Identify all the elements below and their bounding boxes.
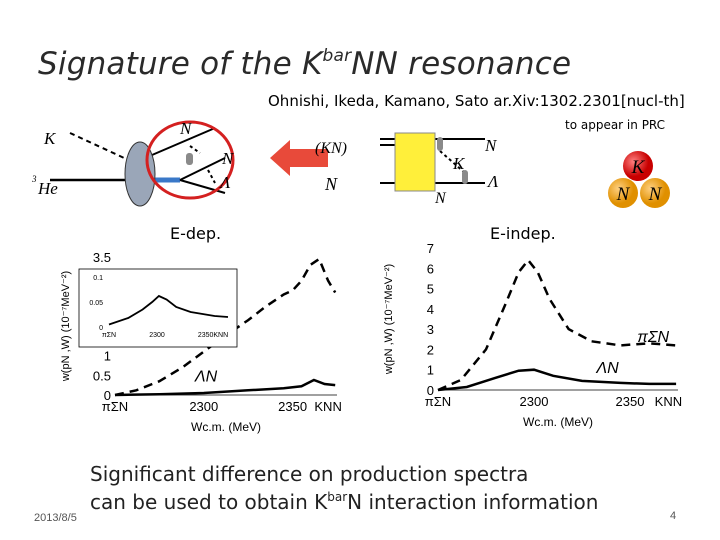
arrow-icon (270, 140, 328, 176)
inset-x-tick: πΣN (102, 332, 116, 339)
page-number: 4 (670, 510, 677, 522)
y-tick-label: 0 (427, 383, 434, 398)
nucleus-icon: K N N (608, 151, 670, 208)
y-tick-label: 6 (427, 261, 434, 276)
x-tick-label: 2300 (520, 394, 549, 409)
series-label-0: πΣN (637, 329, 669, 346)
label-N-left: N (324, 174, 338, 194)
label-N-top: N (179, 119, 193, 138)
series-line-1 (437, 368, 677, 392)
inset-x-tick: 2350KNN (198, 332, 228, 339)
svg-text:N: N (616, 184, 631, 205)
x-axis-label: Wc.m. (MeV) (191, 420, 261, 434)
x-tick-label: KNN (655, 394, 682, 409)
label-KN: (KN) (315, 140, 347, 157)
interaction-box (394, 132, 436, 192)
conclusion-line-1: Significant difference on production spe… (90, 462, 529, 486)
svg-text:3: 3 (31, 174, 37, 184)
series-line-0 (114, 257, 337, 397)
y-tick-label: 2 (427, 342, 434, 357)
y-tick-label: 3 (427, 322, 434, 337)
label-K-right: K (452, 154, 466, 173)
y-axis-label: w(pN ,W) (10⁻⁷MeV⁻²) (60, 271, 72, 382)
x-tick-label: KNN (314, 399, 341, 414)
series-label-1: ΛN (194, 368, 218, 385)
slide-title: Signature of the KbarNN resonance (38, 46, 572, 82)
conclusion-line-2: can be used to obtain KbarN interaction … (90, 490, 599, 514)
inset-y-tick: 0.05 (89, 300, 103, 307)
x-tick-label: πΣN (102, 399, 128, 414)
label-N-mid: N (221, 149, 235, 168)
highlight-ellipse (145, 120, 235, 200)
series-line-0 (437, 258, 677, 392)
y-axis-label: w(pN ,W) (10⁻⁷MeV⁻²) (383, 264, 395, 375)
x-axis-label: Wc.m. (MeV) (523, 415, 593, 429)
y-tick-label: 1 (427, 363, 434, 378)
inset-x-tick: 2300 (149, 332, 165, 339)
label-N-bottom: N (434, 190, 447, 205)
publication-status: to appear in PRC (565, 118, 666, 132)
authors-citation: Ohnishi, Ikeda, Kamano, Sato ar.Xiv:1302… (268, 92, 685, 110)
series-label-1: ΛN (595, 360, 619, 377)
inset-y-tick: 0 (99, 325, 103, 332)
y-tick-label: 0 (104, 388, 111, 403)
y-tick-label: 3.5 (93, 250, 111, 265)
x-tick-label: 2300 (189, 399, 218, 414)
eindep-diagram: (KN) N N K N Λ (315, 132, 499, 205)
series-line-1 (114, 378, 336, 397)
y-tick-label: 4 (427, 302, 434, 317)
x-tick-label: πΣN (425, 394, 451, 409)
edep-label: E-dep. (170, 224, 222, 243)
inset-curve (108, 294, 229, 326)
eindep-label: E-indep. (490, 224, 556, 243)
svg-text:N: N (648, 184, 663, 205)
slide-date: 2013/8/5 (34, 512, 77, 524)
label-Lambda-right: Λ (486, 172, 499, 191)
y-tick-label: 5 (427, 282, 434, 297)
edep-diagram: K 3 He N N Λ (31, 119, 235, 207)
y-tick-label: 7 (427, 241, 434, 256)
svg-text:K: K (631, 157, 646, 178)
label-N-top-right: N (484, 136, 498, 155)
x-tick-label: 2350 (278, 399, 307, 414)
x-tick-label: 2350 (616, 394, 645, 409)
label-He: He (37, 179, 58, 198)
label-K: K (43, 129, 57, 148)
inset-frame (78, 268, 238, 348)
inset-y-tick: 0.1 (93, 275, 103, 282)
label-Lambda: Λ (218, 173, 231, 192)
y-tick-label: 1 (104, 349, 111, 364)
y-tick-label: 0.5 (93, 368, 111, 383)
eindep-chart: 0 1 2 3 4 5 6 7 πΣN 2300 2350 KNN Wc.m. (MeV) w(pN ,W… (383, 241, 682, 429)
